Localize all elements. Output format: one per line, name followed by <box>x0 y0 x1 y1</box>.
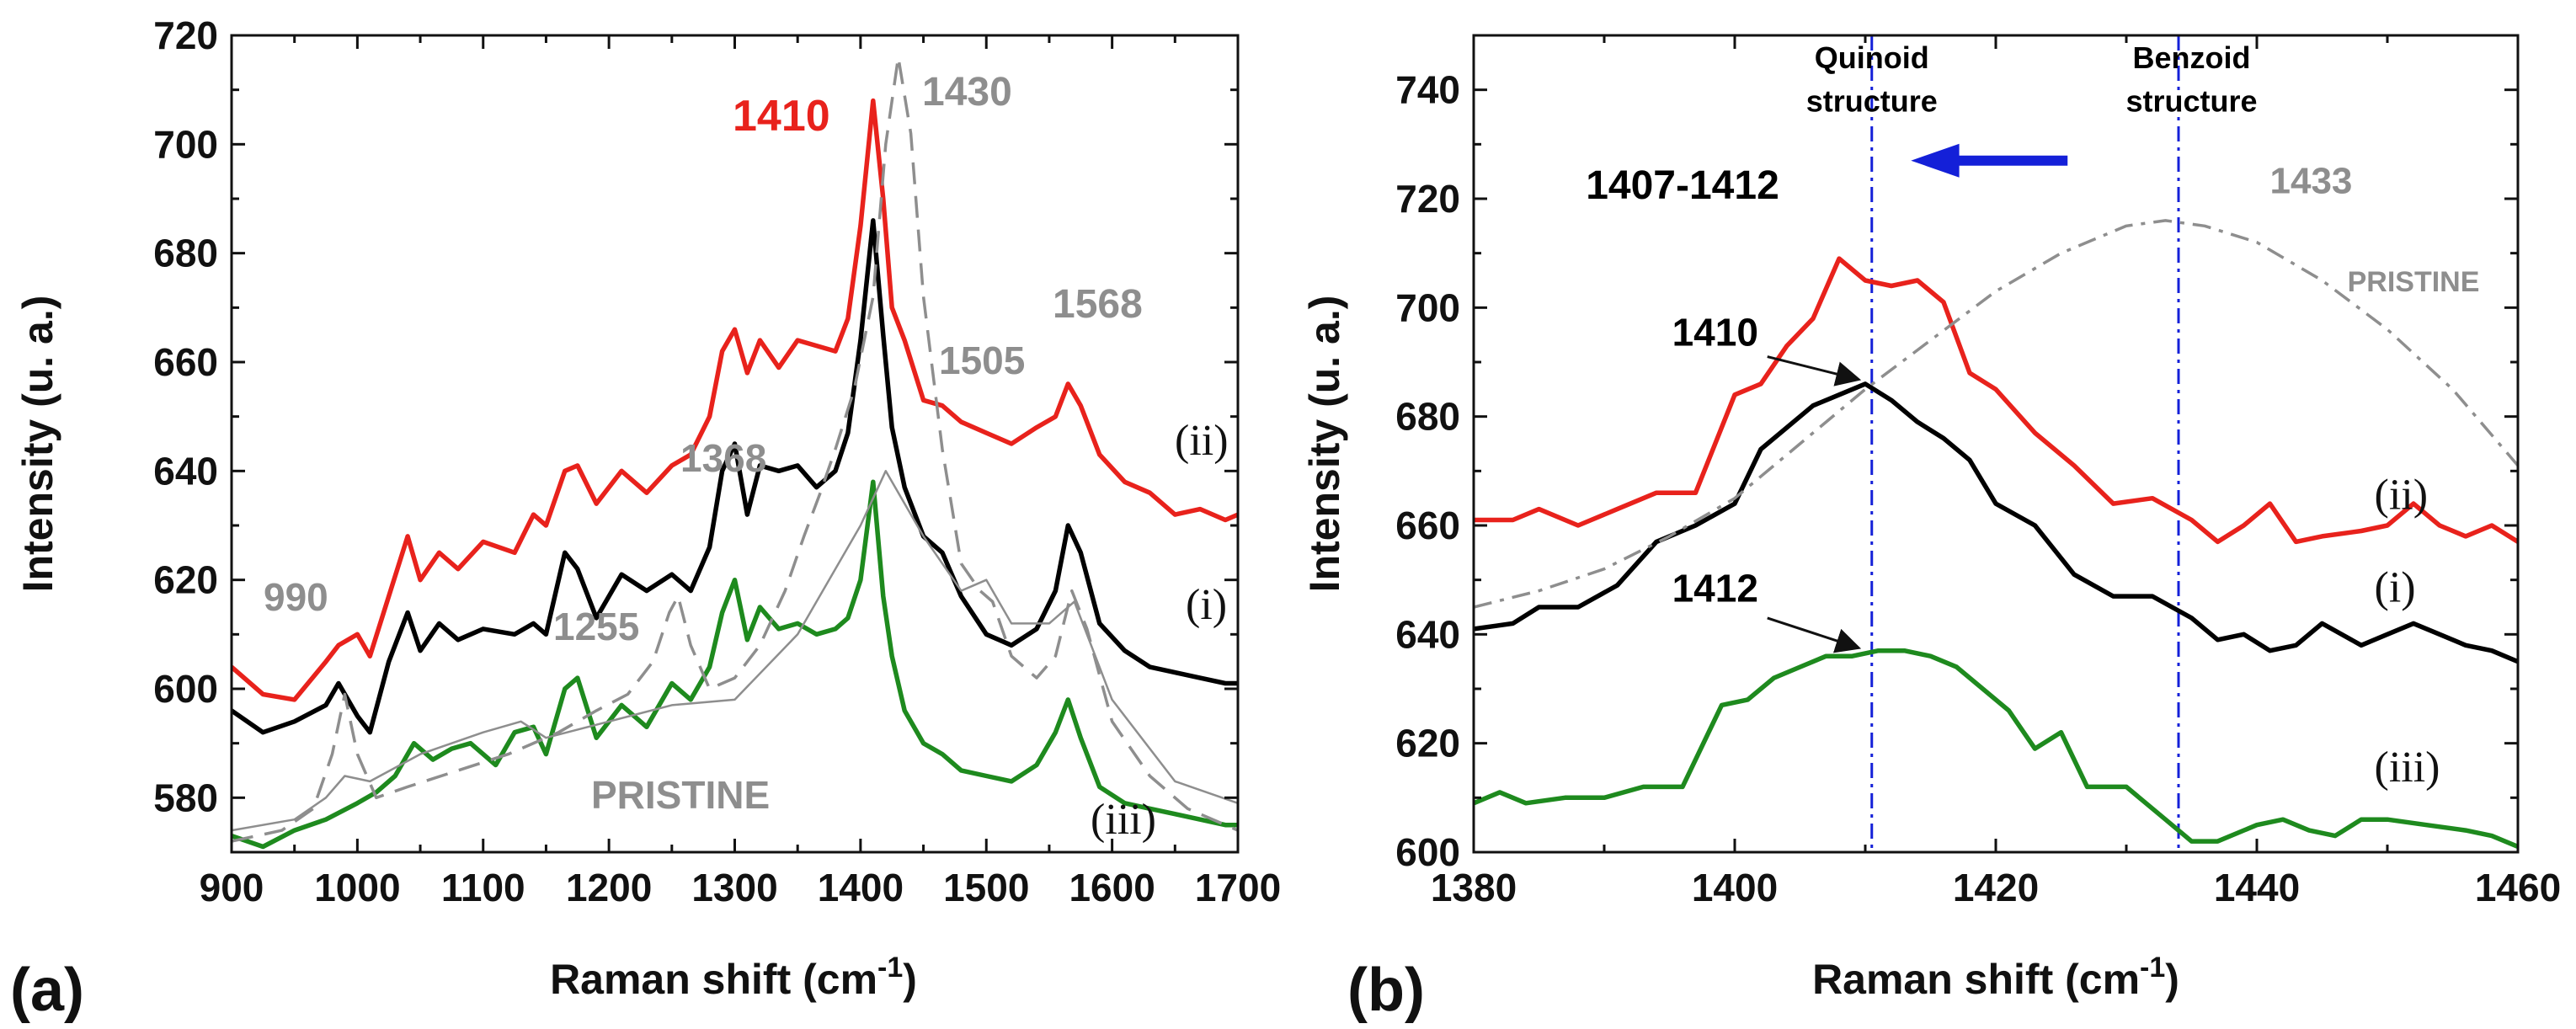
x-axis-label-main: Raman shift (cm <box>1812 956 2140 1003</box>
annotation-label: 1410 <box>733 92 830 141</box>
y-tick-label: 700 <box>153 122 218 166</box>
x-tick-label: 1400 <box>1692 866 1778 909</box>
y-tick-label: 600 <box>1395 830 1460 874</box>
series-line-iii <box>232 479 1238 850</box>
annotation-label: 1368 <box>680 436 766 480</box>
x-tick-label: 1100 <box>441 866 525 909</box>
series-line-iii <box>1474 648 2518 850</box>
y-tick-label: 720 <box>1395 177 1460 221</box>
x-tick-label: 1300 <box>691 866 777 909</box>
series-line-ii <box>232 98 1238 702</box>
series-line-pristinedashed <box>232 56 1238 843</box>
x-tick-label: 1400 <box>818 866 904 909</box>
y-tick-label: 720 <box>153 13 218 57</box>
annotation-label: 1433 <box>2270 161 2353 202</box>
x-tick-label: 1380 <box>1431 866 1517 909</box>
y-tick-label: 660 <box>1395 504 1460 547</box>
series-line-pristinethin <box>232 470 1238 832</box>
x-tick-label: 900 <box>200 866 264 909</box>
x-tick-label: 1700 <box>1195 866 1281 909</box>
series-line-i <box>1474 381 2518 664</box>
chart-panel-b: 1380 1400 1420 1440 1460 600 620 640 660 680 700 72… <box>1301 34 2561 1024</box>
y-tick-label: 640 <box>153 449 218 493</box>
x-tick-label: 1000 <box>314 866 400 909</box>
annotation-label: structure <box>1806 84 1938 119</box>
y-axis-label: Intensity (u. a.) <box>1301 296 1348 593</box>
annotation-label: PRISTINE <box>2348 266 2480 298</box>
shift-arrow-head <box>1911 143 1960 178</box>
annotation-label: PRISTINE <box>591 773 770 817</box>
annotation-label: (iii) <box>1091 796 1156 844</box>
y-tick-label: 740 <box>1395 68 1460 112</box>
x-tick-label: 1200 <box>566 866 652 909</box>
annotation-label: 1407-1412 <box>1586 163 1779 208</box>
y-tick-label: 620 <box>153 558 218 602</box>
y-tick-label: 680 <box>1395 395 1460 439</box>
annotation-label: 1410 <box>1672 311 1758 355</box>
annotation-label: 990 <box>264 575 328 619</box>
y-tick-label: 700 <box>1395 285 1460 329</box>
series-line-ii <box>1474 256 2518 545</box>
panel-label: (a) <box>10 957 84 1024</box>
x-tick-label: 1500 <box>943 866 1029 909</box>
annotation-label: 1412 <box>1672 567 1758 610</box>
pointer-arrow-1412 <box>1767 616 1862 653</box>
series-line-i <box>232 218 1238 735</box>
y-tick-label: 620 <box>1395 722 1460 765</box>
annotation-label: 1505 <box>939 339 1025 382</box>
annotation-label: structure <box>2125 84 2257 119</box>
annotation-label: (iii) <box>2375 744 2440 792</box>
x-tick-label: 1600 <box>1069 866 1155 909</box>
y-axis-label: Intensity (u. a.) <box>14 296 61 593</box>
y-tick-label: 580 <box>153 776 218 819</box>
x-axis-label: Raman shift (cm-1) <box>550 952 917 1003</box>
annotation-label: (ii) <box>2375 472 2429 520</box>
x-tick-label: 1460 <box>2475 866 2561 909</box>
y-tick-label: 680 <box>153 232 218 275</box>
x-tick-label: 1440 <box>2214 866 2300 909</box>
x-axis-label-sup: -1 <box>877 952 903 984</box>
annotation-label: (i) <box>2375 564 2416 612</box>
x-axis-label-end: ) <box>2165 956 2179 1003</box>
annotation-label: 1255 <box>553 605 639 648</box>
annotation-label: Quinoid <box>1815 40 1929 75</box>
annotation-label: 1568 <box>1053 282 1143 327</box>
x-axis-label-sup: -1 <box>2140 952 2165 984</box>
x-axis-label-end: ) <box>903 956 917 1003</box>
annotation-label: Benzoid <box>2133 40 2251 75</box>
x-axis-label-main: Raman shift (cm <box>550 956 877 1003</box>
pointer-arrow-1410 <box>1767 355 1862 387</box>
y-tick-label: 660 <box>153 340 218 384</box>
chart-panel-a: 900 1000 1100 1200 1300 1400 1500 1600 1700 580 60… <box>10 13 1281 1024</box>
annotation-label: (i) <box>1186 581 1227 629</box>
annotation-label: (ii) <box>1175 417 1229 465</box>
y-tick-label: 640 <box>1395 612 1460 656</box>
annotation-label: 1430 <box>922 70 1012 115</box>
x-axis-label: Raman shift (cm-1) <box>1812 952 2179 1003</box>
panel-label: (b) <box>1347 957 1425 1024</box>
x-tick-label: 1420 <box>1953 866 2039 909</box>
y-tick-label: 600 <box>153 667 218 711</box>
